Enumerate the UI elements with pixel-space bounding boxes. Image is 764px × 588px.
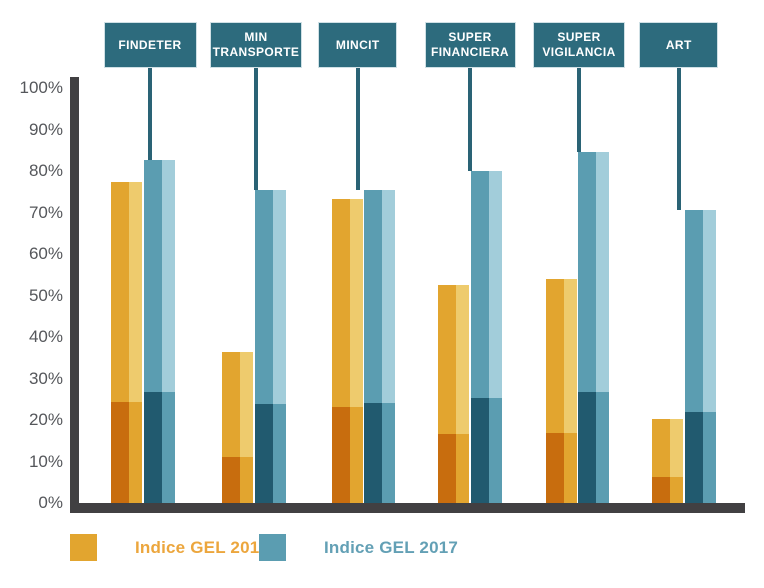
category-label-text: SUPER (557, 30, 601, 44)
bar-2017-upper-highlight (488, 171, 502, 399)
bar-2016-upper-highlight (240, 352, 253, 457)
y-axis-tick-label: 80% (28, 161, 63, 181)
bar-2016-upper-highlight (456, 284, 469, 435)
legend-swatch-2017-icon (259, 534, 286, 561)
legend-item-2017: Indice GEL 2017 (259, 534, 458, 561)
bar-2017-base-highlight (488, 398, 502, 503)
bar-2017-upper-highlight (702, 209, 716, 412)
bar-2016-upper-highlight (670, 419, 683, 478)
bar-2017-upper-highlight (161, 159, 175, 393)
category-label-box: MINCIT (318, 22, 398, 68)
bar-2016-base-highlight (129, 401, 142, 503)
bar-2017-base-dark (470, 398, 489, 503)
bar-2016-upper-highlight (349, 199, 363, 408)
category-label-box: MIN TRANSPORTE (210, 22, 302, 68)
bar-2016-base-highlight (563, 432, 577, 503)
bar-2017-upper-main (364, 190, 382, 404)
bar-2017-base-dark (254, 404, 273, 503)
y-axis-tick-label: 60% (28, 244, 63, 264)
bar-2016-base-dark (652, 477, 670, 503)
bar-2017-upper-main (254, 189, 273, 405)
y-axis-tick-label: 90% (28, 119, 63, 139)
legend-item-2016: Indice GEL 2016 (70, 534, 269, 561)
bar-2017-upper-highlight (596, 152, 609, 393)
bar-2017-upper-main (470, 171, 489, 399)
bar-2016-base-highlight (240, 456, 253, 503)
legend-label-2017: Indice GEL 2017 (324, 537, 459, 557)
y-axis-line (70, 77, 79, 513)
legend-label-2016: Indice GEL 2016 (135, 537, 270, 557)
bar-2017-base-highlight (382, 403, 395, 503)
bar-2016-base-dark (111, 401, 129, 503)
category-connector-line (467, 68, 473, 172)
legend-swatch-2016-icon (70, 534, 97, 561)
bar-2016-upper-main (331, 199, 350, 408)
category-label-text: VIGILANCIA (542, 45, 616, 59)
bar-2016-base-highlight (670, 477, 683, 503)
bar-2017-base-dark (364, 403, 382, 503)
category-label-text: MIN (244, 30, 268, 44)
y-axis-tick-label: 20% (28, 410, 63, 430)
y-axis-tick-label: 40% (28, 327, 63, 347)
bar-2017-upper-highlight (272, 189, 286, 405)
bar-2016-base-highlight (456, 434, 469, 503)
bar-2017-base-dark (684, 411, 703, 503)
y-axis-tick-label: 70% (28, 202, 63, 222)
category-label-box: SUPER FINANCIERA (424, 22, 516, 68)
bar-2016-upper-main (438, 284, 456, 435)
bar-2017-upper-main (578, 152, 596, 393)
bar-2016-base-highlight (349, 407, 363, 503)
category-connector-line (253, 68, 259, 190)
bar-2017-upper-main (143, 159, 162, 393)
y-axis-tick-label: 10% (28, 451, 63, 471)
category-label-text: ART (665, 37, 692, 52)
category-label-text: SUPER (448, 30, 492, 44)
bar-2017-base-highlight (702, 411, 716, 503)
bar-2016-upper-main (222, 352, 240, 457)
bar-2016-base-dark (438, 434, 456, 503)
bar-2016-upper-highlight (563, 279, 577, 433)
y-axis-tick-label: 100% (19, 78, 63, 98)
bar-2017-upper-main (684, 209, 703, 412)
y-axis-tick-label: 50% (28, 285, 63, 305)
y-axis-tick-label: 30% (28, 368, 63, 388)
category-label-box: SUPER VIGILANCIA (533, 22, 625, 68)
category-label-text: MINCIT (335, 37, 380, 52)
bar-2016-upper-main (652, 419, 670, 478)
bar-2016-upper-main (545, 279, 564, 433)
bar-2016-base-dark (331, 407, 350, 503)
bar-2017-base-highlight (272, 404, 286, 503)
bar-2017-base-dark (578, 392, 596, 503)
category-connector-line (355, 68, 361, 191)
category-label-box: FINDETER (103, 22, 197, 68)
bar-2017-base-highlight (161, 392, 175, 503)
category-connector-line (576, 68, 582, 153)
x-axis-line (70, 503, 745, 513)
category-connector-line (676, 68, 682, 210)
category-label-text: FINANCIERA (431, 45, 509, 59)
bar-2016-upper-main (111, 181, 129, 402)
bar-2016-base-dark (545, 432, 564, 503)
bar-2016-base-dark (222, 456, 240, 503)
bar-2017-base-dark (143, 392, 162, 503)
category-connector-line (147, 68, 153, 160)
bar-2017-base-highlight (596, 392, 609, 503)
category-label-box: ART (639, 22, 719, 68)
y-axis-tick-label: 0% (38, 493, 63, 512)
bar-2017-upper-highlight (382, 190, 395, 404)
bar-2016-upper-highlight (129, 181, 142, 402)
category-label-text: FINDETER (118, 37, 182, 52)
category-label-text: TRANSPORTE (212, 45, 300, 59)
